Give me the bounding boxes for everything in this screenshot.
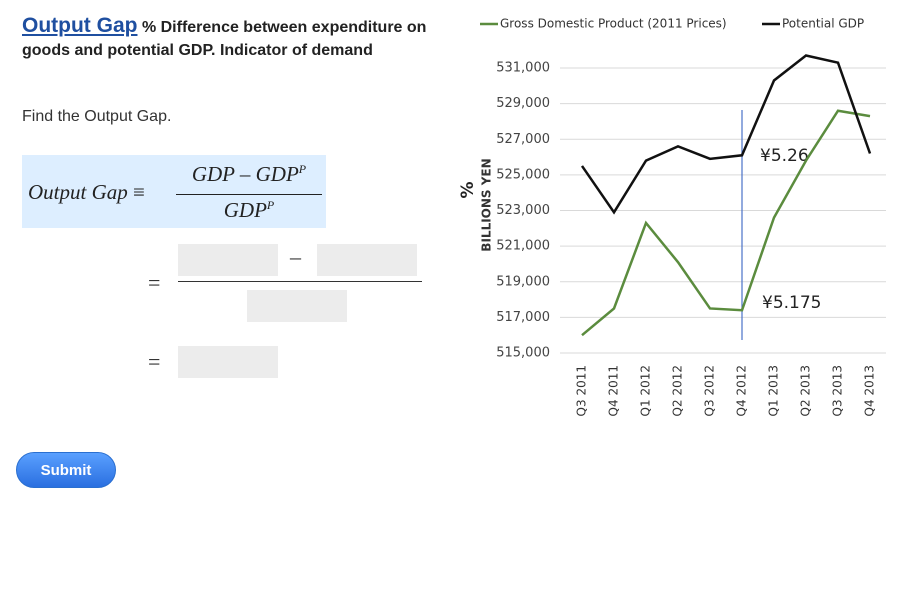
x-tick-label: Q3 2013 [831,365,845,416]
description: % Difference between expenditure on good… [22,19,427,59]
y-tick-label: 517,000 [496,310,550,325]
fraction-bar [176,194,322,195]
legend-label: Potential GDP [782,17,864,31]
legend-label: Gross Domestic Product (2011 Prices) [500,17,727,31]
x-tick-label: Q3 2012 [703,365,717,416]
x-tick-label: Q4 2012 [735,365,749,416]
y-unit: % [460,181,478,198]
y-tick-label: 519,000 [496,274,550,289]
x-tick-label: Q1 2013 [767,365,781,416]
submit-button[interactable]: Submit [16,452,116,488]
prompt: Find the Output Gap. [22,108,172,125]
annotation: ¥5.26 [760,146,809,166]
den-sup: P [266,198,275,212]
input-box[interactable] [247,290,347,322]
fraction-bar [178,281,422,282]
chart: % BILLIONS YEN ¥5.26 ¥5.175 515,000 517,0… [460,17,886,416]
x-tick-label: Q2 2012 [671,365,685,416]
y-tick-label: 531,000 [496,61,550,76]
y-tick-label: 523,000 [496,203,550,218]
minus: – [290,244,301,269]
y-tick-label: 521,000 [496,239,550,254]
series-line [580,54,872,215]
y-axis-label: BILLIONS YEN [480,158,494,251]
equiv: ≡ [133,180,145,204]
title-link[interactable]: Output Gap [22,14,138,37]
formula-box [22,155,326,228]
input-box[interactable] [178,244,278,276]
den: GDP [223,198,267,222]
y-tick-label: 525,000 [496,167,550,182]
x-tick-label: Q4 2013 [863,365,877,416]
annotation: ¥5.175 [762,293,821,313]
y-tick-label: 515,000 [496,346,550,361]
y-tick-label: 527,000 [496,132,550,147]
x-tick-label: Q1 2012 [639,365,653,416]
input-box[interactable] [317,244,417,276]
input-box[interactable] [178,346,278,378]
equals: = [148,349,161,374]
num-sup: P [298,162,307,176]
header: Output Gap % Difference between expendit… [22,14,462,62]
x-tick-label: Q2 2013 [799,365,813,416]
lhs: Output Gap [28,180,128,204]
x-tick-label: Q4 2011 [607,365,621,416]
equals: = [148,270,161,295]
series-line [581,109,871,337]
denominator: GDPP [178,198,320,223]
numerator: GDP – GDPP [178,162,320,187]
formula-lhs: Output Gap ≡ [28,180,145,205]
num: GDP – GDP [191,162,299,186]
x-tick-label: Q3 2011 [575,365,589,416]
y-tick-label: 529,000 [496,96,550,111]
